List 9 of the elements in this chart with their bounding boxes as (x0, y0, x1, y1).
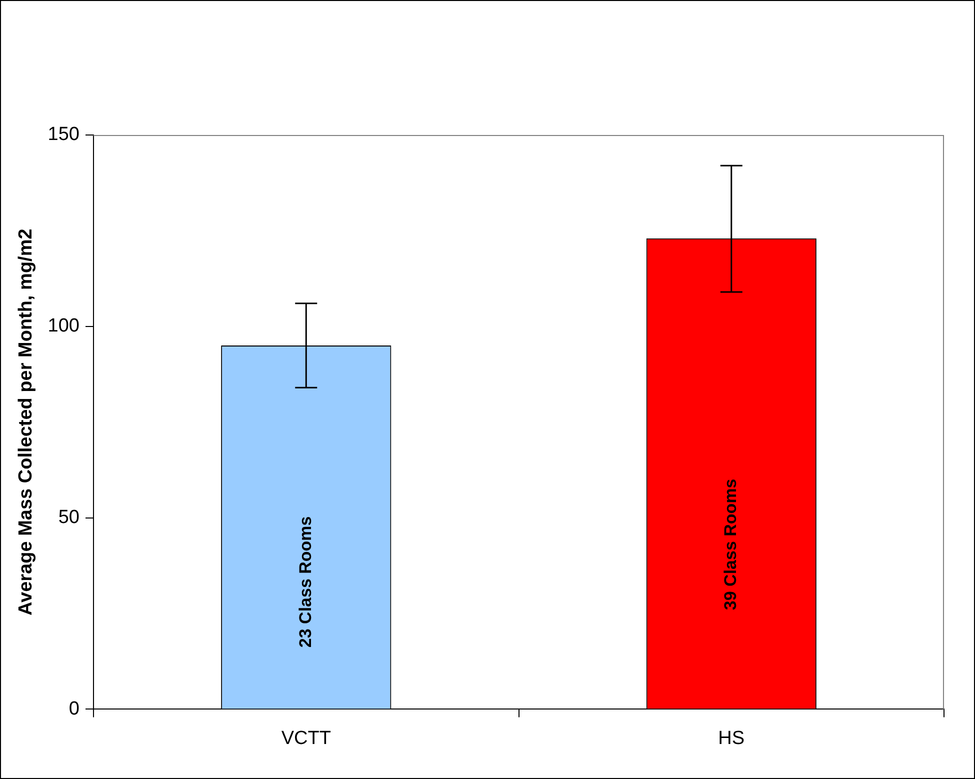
annotation: 39 Class Rooms (721, 478, 740, 610)
y-axis-title: Average Mass Collected per Month, mg/m2 (16, 228, 37, 616)
x-tick-label: VCTT (281, 728, 332, 749)
x-tick-label: HS (718, 728, 745, 749)
y-tick-label: 150 (48, 124, 80, 146)
y-tick-label: 100 (48, 316, 80, 337)
annotation: 23 Class Rooms (296, 516, 315, 648)
y-tick-label: 0 (68, 698, 80, 720)
y-tick-label: 50 (58, 507, 80, 528)
